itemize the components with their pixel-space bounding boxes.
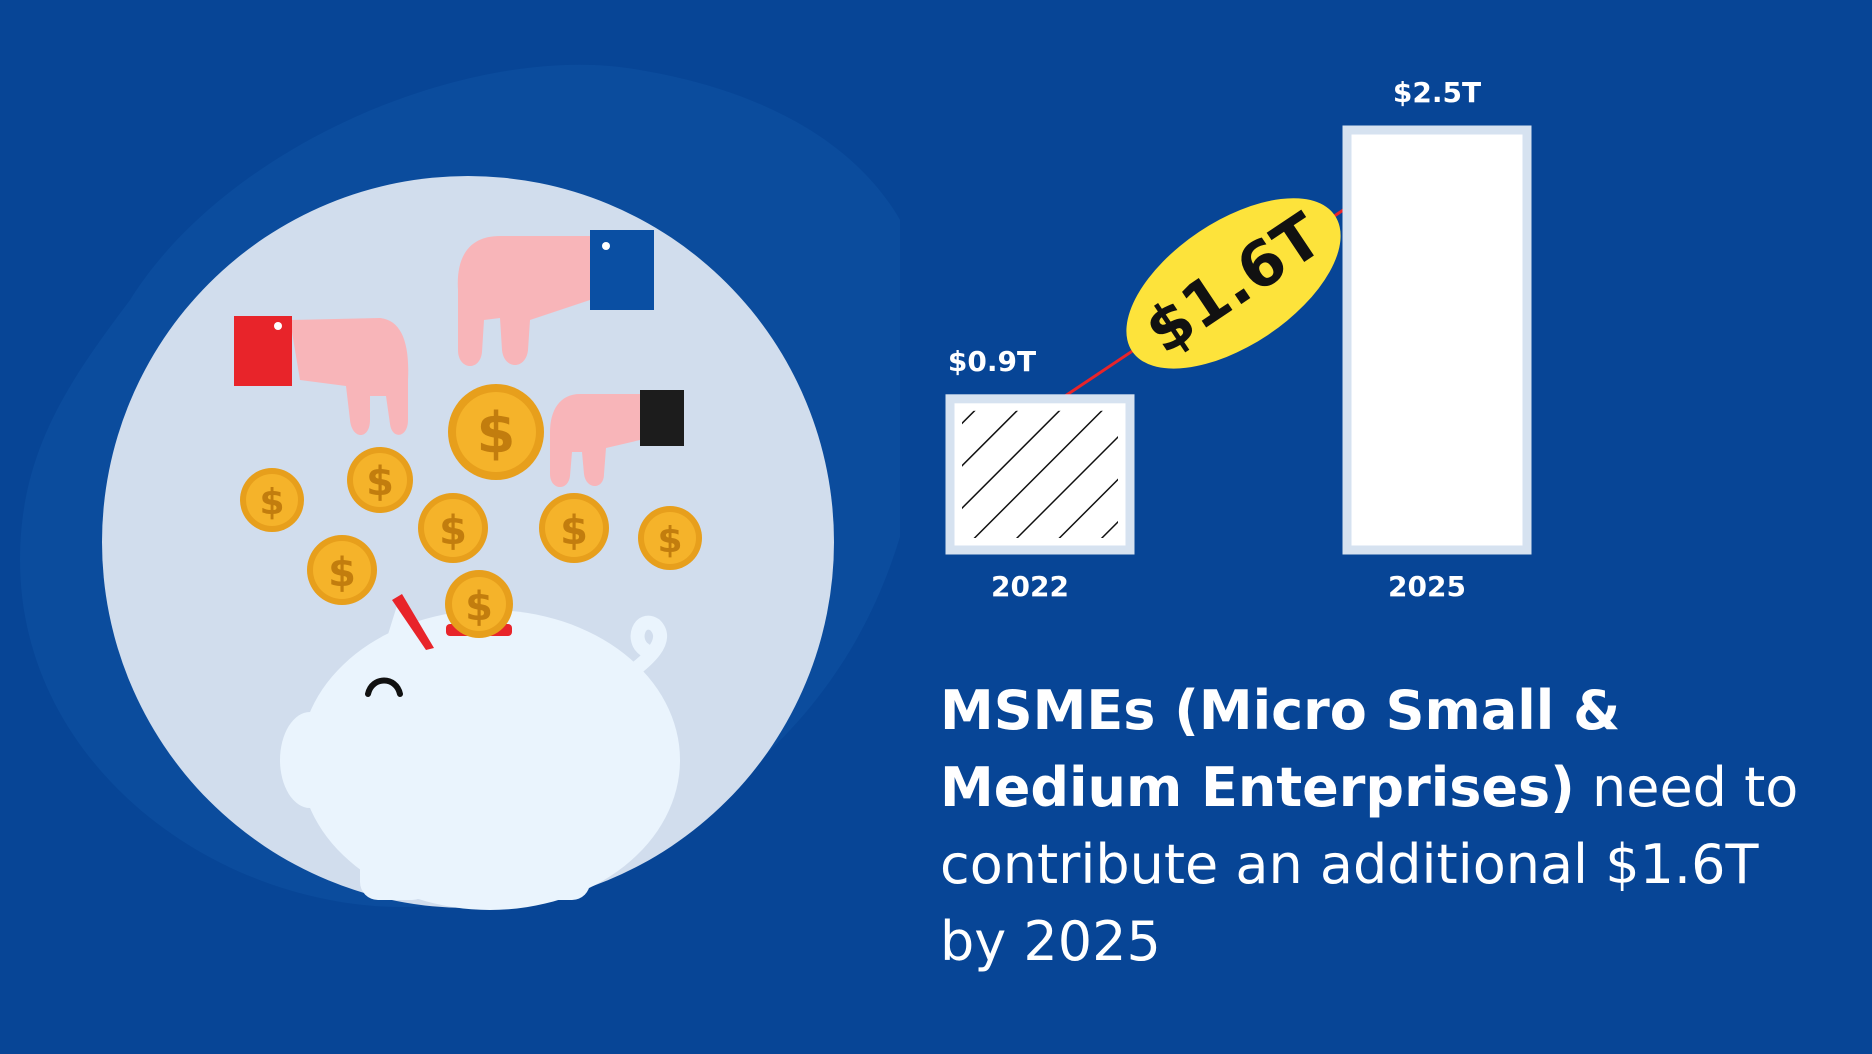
dollar-coin-icon: $ bbox=[240, 468, 304, 532]
piggy-bank-illustration: $ $ $ $ $ $ $ bbox=[20, 64, 900, 910]
svg-text:$: $ bbox=[657, 520, 682, 561]
piggy-bank-icon: $ bbox=[280, 570, 680, 910]
hand-black-cuff-icon bbox=[550, 390, 684, 488]
difference-badge: $1.6T bbox=[1126, 198, 1341, 369]
category-label: 2022 bbox=[991, 570, 1069, 603]
value-label: $2.5T bbox=[1393, 76, 1481, 109]
dollar-coin-icon: $ bbox=[418, 493, 488, 563]
hand-blue-cuff-icon bbox=[457, 230, 654, 367]
bars-group: $0.9T 2022 $2.5T 2025 bbox=[945, 76, 1532, 603]
hand-red-cuff-icon bbox=[234, 316, 409, 435]
bar-2022: $0.9T 2022 bbox=[945, 345, 1135, 603]
dollar-coin-icon: $ bbox=[347, 447, 413, 513]
svg-text:$: $ bbox=[439, 508, 467, 554]
dollar-coin-icon: $ bbox=[638, 506, 702, 570]
svg-text:$: $ bbox=[366, 459, 394, 505]
bar-hatch-pattern bbox=[962, 410, 1118, 538]
svg-text:$: $ bbox=[328, 550, 356, 596]
svg-text:$: $ bbox=[477, 401, 516, 466]
svg-text:$: $ bbox=[465, 584, 493, 630]
headline-regular: need to contribute an additional $1.6T b… bbox=[940, 756, 1799, 973]
svg-text:$: $ bbox=[259, 482, 284, 523]
dollar-coin-icon: $ bbox=[307, 535, 377, 605]
dollar-coin-icon: $ bbox=[539, 493, 609, 563]
svg-text:$: $ bbox=[560, 508, 588, 554]
dollar-coin-icon: $ bbox=[448, 384, 544, 480]
bar bbox=[1342, 125, 1532, 555]
bar-chart: $0.9T 2022 $2.5T 2025 $1.6T bbox=[945, 76, 1532, 603]
value-label: $0.9T bbox=[948, 345, 1036, 378]
category-label: 2025 bbox=[1388, 570, 1466, 603]
headline-bold: MSMEs (Micro Small & Medium Enterprises) bbox=[940, 679, 1621, 819]
headline-text: MSMEs (Micro Small & Medium Enterprises)… bbox=[940, 672, 1840, 980]
bar-2025: $2.5T 2025 bbox=[1342, 76, 1532, 603]
